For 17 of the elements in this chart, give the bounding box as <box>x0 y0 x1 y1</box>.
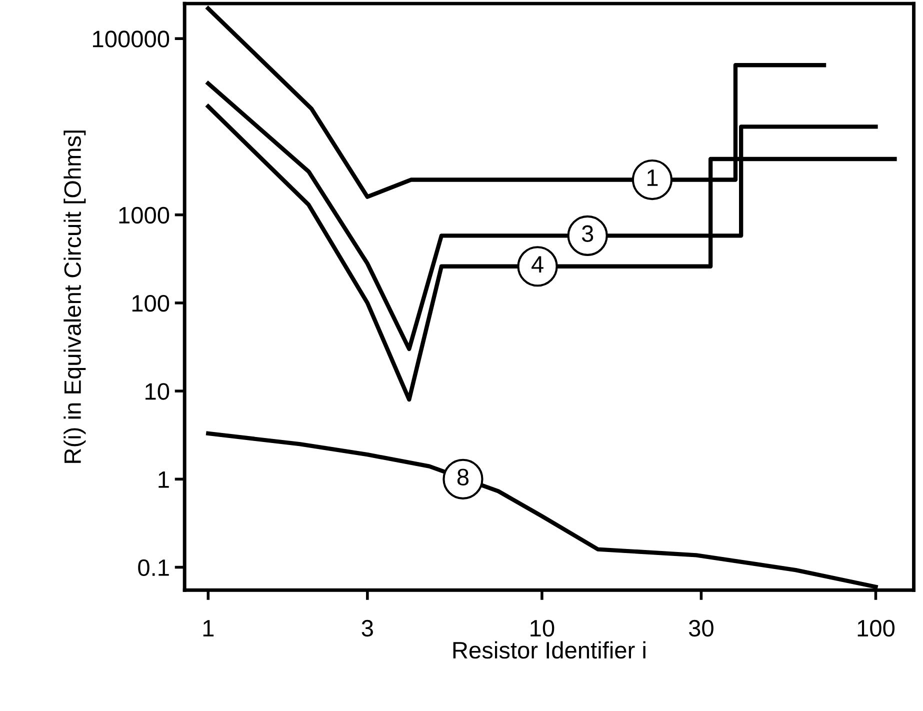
annotation: 8 <box>457 468 469 486</box>
x-axis-title: Resistor Identifier i <box>453 641 646 659</box>
y-tick-label: 10 <box>146 383 170 400</box>
x-tick-label: 3 <box>362 620 373 637</box>
y-tick-label: 0.1 <box>138 559 169 576</box>
y-tick-label: 1000 <box>119 206 170 224</box>
y-axis-title: R(i) in Equivalent Circuit [Ohms] <box>64 130 86 463</box>
y-tick-label: 100 <box>132 295 170 312</box>
annotation: 3 <box>582 225 594 242</box>
y-tick-label: 1 <box>158 471 169 488</box>
y-tick-label: 100000 <box>93 30 170 48</box>
x-tick-label: 30 <box>688 620 714 637</box>
annotation: 4 <box>532 256 544 272</box>
x-tick-label: 1 <box>203 620 214 636</box>
x-tick-label: 10 <box>530 620 554 637</box>
annotation: 1 <box>647 170 658 186</box>
x-tick-label: 100 <box>858 620 895 637</box>
